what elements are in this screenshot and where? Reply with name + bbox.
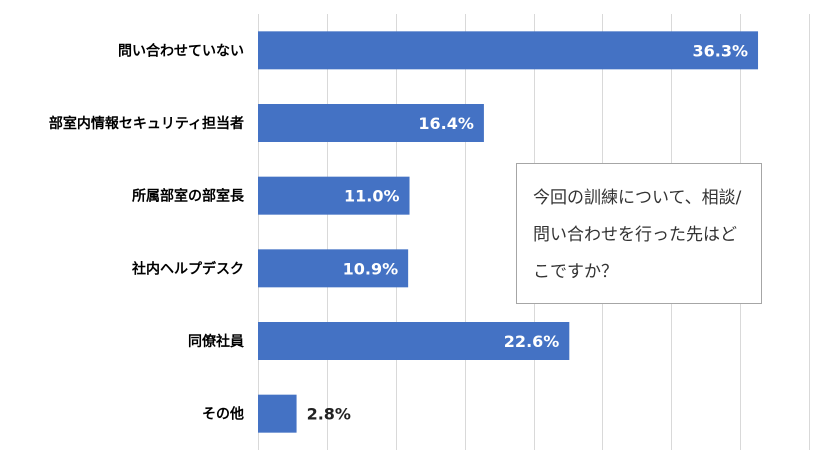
value-label: 10.9% (343, 259, 399, 278)
category-label: 部室内情報セキュリティ担当者 (49, 115, 244, 132)
value-label: 2.8% (307, 405, 351, 424)
bar (258, 104, 484, 142)
question-text: 今回の訓練について、相談/問い合わせを行った先はどこですか？ (533, 188, 742, 282)
bar (258, 31, 759, 70)
category-label: その他 (202, 406, 244, 423)
bar (258, 249, 409, 288)
value-label: 16.4% (418, 114, 474, 133)
category-label: 問い合わせていない (118, 42, 244, 59)
value-label: 11.0% (344, 187, 400, 206)
bar (258, 394, 297, 433)
bar (258, 322, 570, 360)
bar (258, 176, 410, 215)
value-label: 22.6% (504, 332, 560, 351)
value-labels: 36.3% 16.4% 11.0% 10.9% 22.6% 2.8% (307, 41, 748, 423)
category-label: 社内ヘルプデスク (131, 260, 244, 277)
category-label: 所属部室の部室長 (132, 188, 245, 205)
bars (258, 31, 759, 433)
category-labels: 問い合わせていない部室内情報セキュリティ担当者所属部室の部室長社内ヘルプデスク同… (49, 42, 245, 422)
category-label: 同僚社員 (188, 333, 244, 350)
value-label: 36.3% (693, 41, 749, 60)
question-annotation: 今回の訓練について、相談/問い合わせを行った先はどこですか？ (516, 163, 762, 304)
